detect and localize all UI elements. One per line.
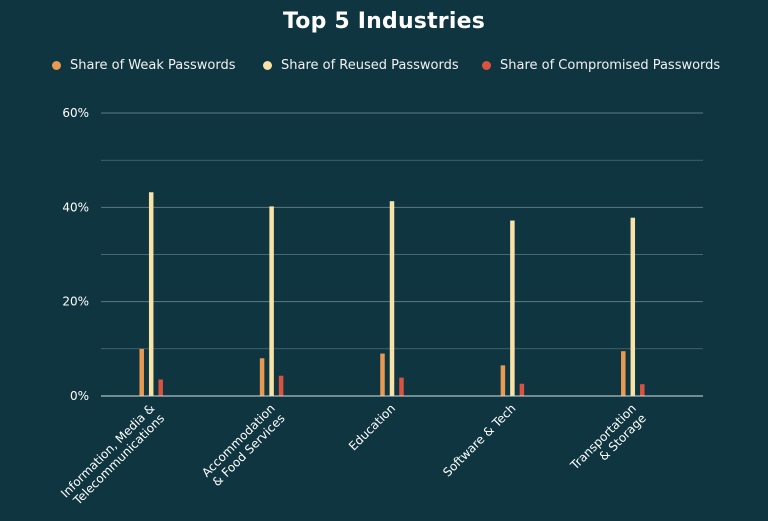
bar-reused-3 [510,220,515,396]
legend-swatch-reused [263,60,272,70]
legend-item-weak: Share of Weak Passwords [52,56,236,74]
bar-weak-3 [500,365,506,396]
x-axis-labels: Information, Media &Telecommunications Ac… [58,401,649,510]
x-category-label: Education [346,401,398,453]
y-tick-label: 20% [62,295,89,309]
bar-weak-0 [139,348,144,396]
bar-reused-1 [269,206,274,396]
x-category-label-line: Software & Tech [440,401,518,479]
y-tick-label: 40% [62,200,89,214]
bar-weak-1 [259,358,265,396]
x-category-label: Information, Media &Telecommunications [58,401,167,510]
legend-label-weak: Share of Weak Passwords [70,57,236,73]
chart-title: Top 5 Industries [282,9,486,34]
x-category-label-line: Information, Media & [58,401,157,500]
bar-reused-0 [148,192,154,396]
x-category-label: Accommodation& Food Services [199,401,288,490]
legend: Share of Weak Passwords Share of Reused … [0,56,768,74]
y-axis-ticks: 0% 20% 40% 60% [62,106,89,403]
bar-compromised-0 [158,379,163,396]
bar-compromised-2 [399,377,404,396]
legend-item-compromised: Share of Compromised Passwords [482,56,720,74]
x-category-label: Transportation& Storage [567,401,649,483]
x-category-label: Software & Tech [440,401,518,479]
legend-swatch-weak [52,60,61,70]
legend-label-compromised: Share of Compromised Passwords [500,57,721,73]
bar-compromised-3 [519,383,525,396]
legend-item-reused: Share of Reused Passwords [263,56,459,74]
x-category-label-line: Telecommunications [70,411,167,508]
bar-compromised-4 [640,384,645,396]
grid-layer [101,112,703,350]
legend-label-reused: Share of Reused Passwords [281,57,459,73]
bar-weak-2 [380,353,385,396]
bar-compromised-1 [278,375,284,396]
bars-layer [139,192,645,396]
y-tick-label: 0% [70,389,89,403]
bar-reused-2 [389,201,395,396]
y-tick-label: 60% [62,106,89,120]
bar-weak-4 [621,351,626,396]
bar-reused-4 [630,217,636,396]
legend-swatch-compromised [482,60,491,70]
x-category-label-line: Education [346,401,398,453]
